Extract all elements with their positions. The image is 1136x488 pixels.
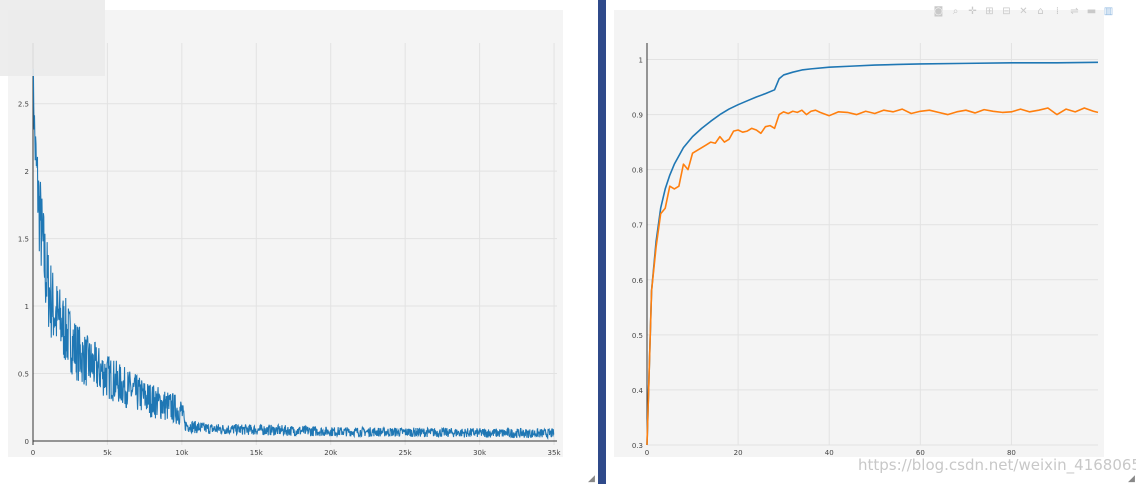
x-tick-label: 20k (324, 449, 338, 457)
y-tick-label: 1 (639, 57, 643, 65)
y-tick-label: 0.4 (632, 387, 644, 395)
accuracy-chart[interactable]: 0.3 0.4 0.5 0.6 0.7 0.8 0.9 1 0 20 40 60 80 (606, 0, 1136, 484)
train-accuracy-line[interactable] (646, 61, 1099, 446)
x-tick-label: 20 (734, 449, 743, 457)
x-tick-label: 0 (645, 449, 649, 457)
hover-overlay (0, 0, 105, 76)
y-tick-label: 0.3 (632, 442, 643, 450)
y-tick-label: 0.6 (632, 277, 644, 285)
y-tick-label: 0.5 (18, 371, 29, 379)
x-tick-label: 80 (1007, 449, 1016, 457)
zoom-icon[interactable]: ⌕ (952, 6, 959, 17)
pan-icon[interactable]: ✛ (968, 6, 977, 17)
accuracy-chart-panel: 0.3 0.4 0.5 0.6 0.7 0.8 0.9 1 0 20 40 60 80 (606, 0, 1136, 484)
zoom-in-icon[interactable]: ⊞ (985, 6, 994, 17)
x-tick-label: 60 (916, 449, 925, 457)
y-tick-label: 2 (25, 168, 29, 176)
resize-handle-icon[interactable]: ◢ (588, 474, 595, 484)
x-tick-label: 40 (825, 449, 834, 457)
y-tick-label: 1.5 (18, 236, 29, 244)
loss-series-line[interactable] (32, 68, 555, 440)
x-tick-label: 25k (399, 449, 413, 457)
hover-icon[interactable]: ▬ (1086, 6, 1097, 17)
x-tick-label: 5k (103, 449, 112, 457)
y-tick-label: 0 (25, 438, 29, 446)
x-tick-label: 10k (175, 449, 189, 457)
plotly-logo-icon[interactable]: ▥ (1103, 6, 1114, 17)
camera-icon[interactable]: ◙ (933, 6, 944, 17)
x-tick-label: 30k (473, 449, 487, 457)
y-tick-label: 1 (25, 303, 29, 311)
panel-divider[interactable] (598, 0, 606, 484)
test-accuracy-line[interactable] (646, 107, 1099, 446)
x-tick-label: 35k (548, 449, 562, 457)
modebar: ◙ ⌕ ✛ ⊞ ⊟ ✕ ⌂ ⁞ ⇌ ▬ ▥ (932, 5, 1115, 19)
resize-handle-icon[interactable]: ◢ (1128, 474, 1135, 484)
y-tick-label: 0.5 (632, 332, 643, 340)
watermark: https://blog.csdn.net/weixin_41680653 (858, 456, 1136, 474)
y-tick-label: 0.8 (632, 167, 643, 175)
y-tick-label: 0.7 (632, 222, 643, 230)
x-tick-label: 15k (250, 449, 264, 457)
y-tick-label: 2.5 (18, 101, 29, 109)
spike-icon[interactable]: ⁞ (1055, 6, 1060, 17)
autoscale-icon[interactable]: ✕ (1019, 6, 1028, 17)
x-tick-label: 0 (31, 449, 35, 457)
y-tick-label: 0.9 (632, 112, 643, 120)
home-icon[interactable]: ⌂ (1037, 6, 1044, 17)
loss-chart[interactable]: 0 0.5 1 1.5 2 2.5 0 5k 10k 15k 20k 25k 30k 35k (0, 0, 598, 484)
plot-background (614, 10, 1104, 457)
loss-chart-panel: 0 0.5 1 1.5 2 2.5 0 5k 10k 15k 20k 25k 30k 35k (0, 0, 598, 484)
zoom-out-icon[interactable]: ⊟ (1002, 6, 1011, 17)
compare-icon[interactable]: ⇌ (1070, 6, 1079, 17)
